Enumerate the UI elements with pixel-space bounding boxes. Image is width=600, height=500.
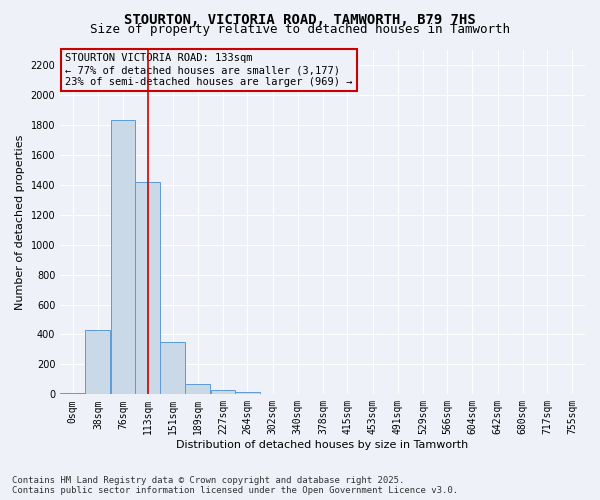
Bar (160, 342, 185, 394)
Text: STOURTON VICTORIA ROAD: 133sqm
← 77% of detached houses are smaller (3,177)
23% : STOURTON VICTORIA ROAD: 133sqm ← 77% of … (65, 54, 353, 86)
Bar (211, 390, 235, 394)
X-axis label: Distribution of detached houses by size in Tamworth: Distribution of detached houses by size … (176, 440, 469, 450)
Text: STOURTON, VICTORIA ROAD, TAMWORTH, B79 7HS: STOURTON, VICTORIA ROAD, TAMWORTH, B79 7… (124, 12, 476, 26)
Bar (135, 182, 160, 394)
Y-axis label: Number of detached properties: Number of detached properties (15, 134, 25, 310)
Text: Contains HM Land Registry data © Crown copyright and database right 2025.
Contai: Contains HM Land Registry data © Crown c… (12, 476, 458, 495)
Bar (85, 330, 110, 394)
Bar (110, 120, 136, 394)
Bar (235, 392, 260, 394)
Bar (185, 384, 210, 394)
Bar (61, 393, 85, 394)
Text: Size of property relative to detached houses in Tamworth: Size of property relative to detached ho… (90, 22, 510, 36)
